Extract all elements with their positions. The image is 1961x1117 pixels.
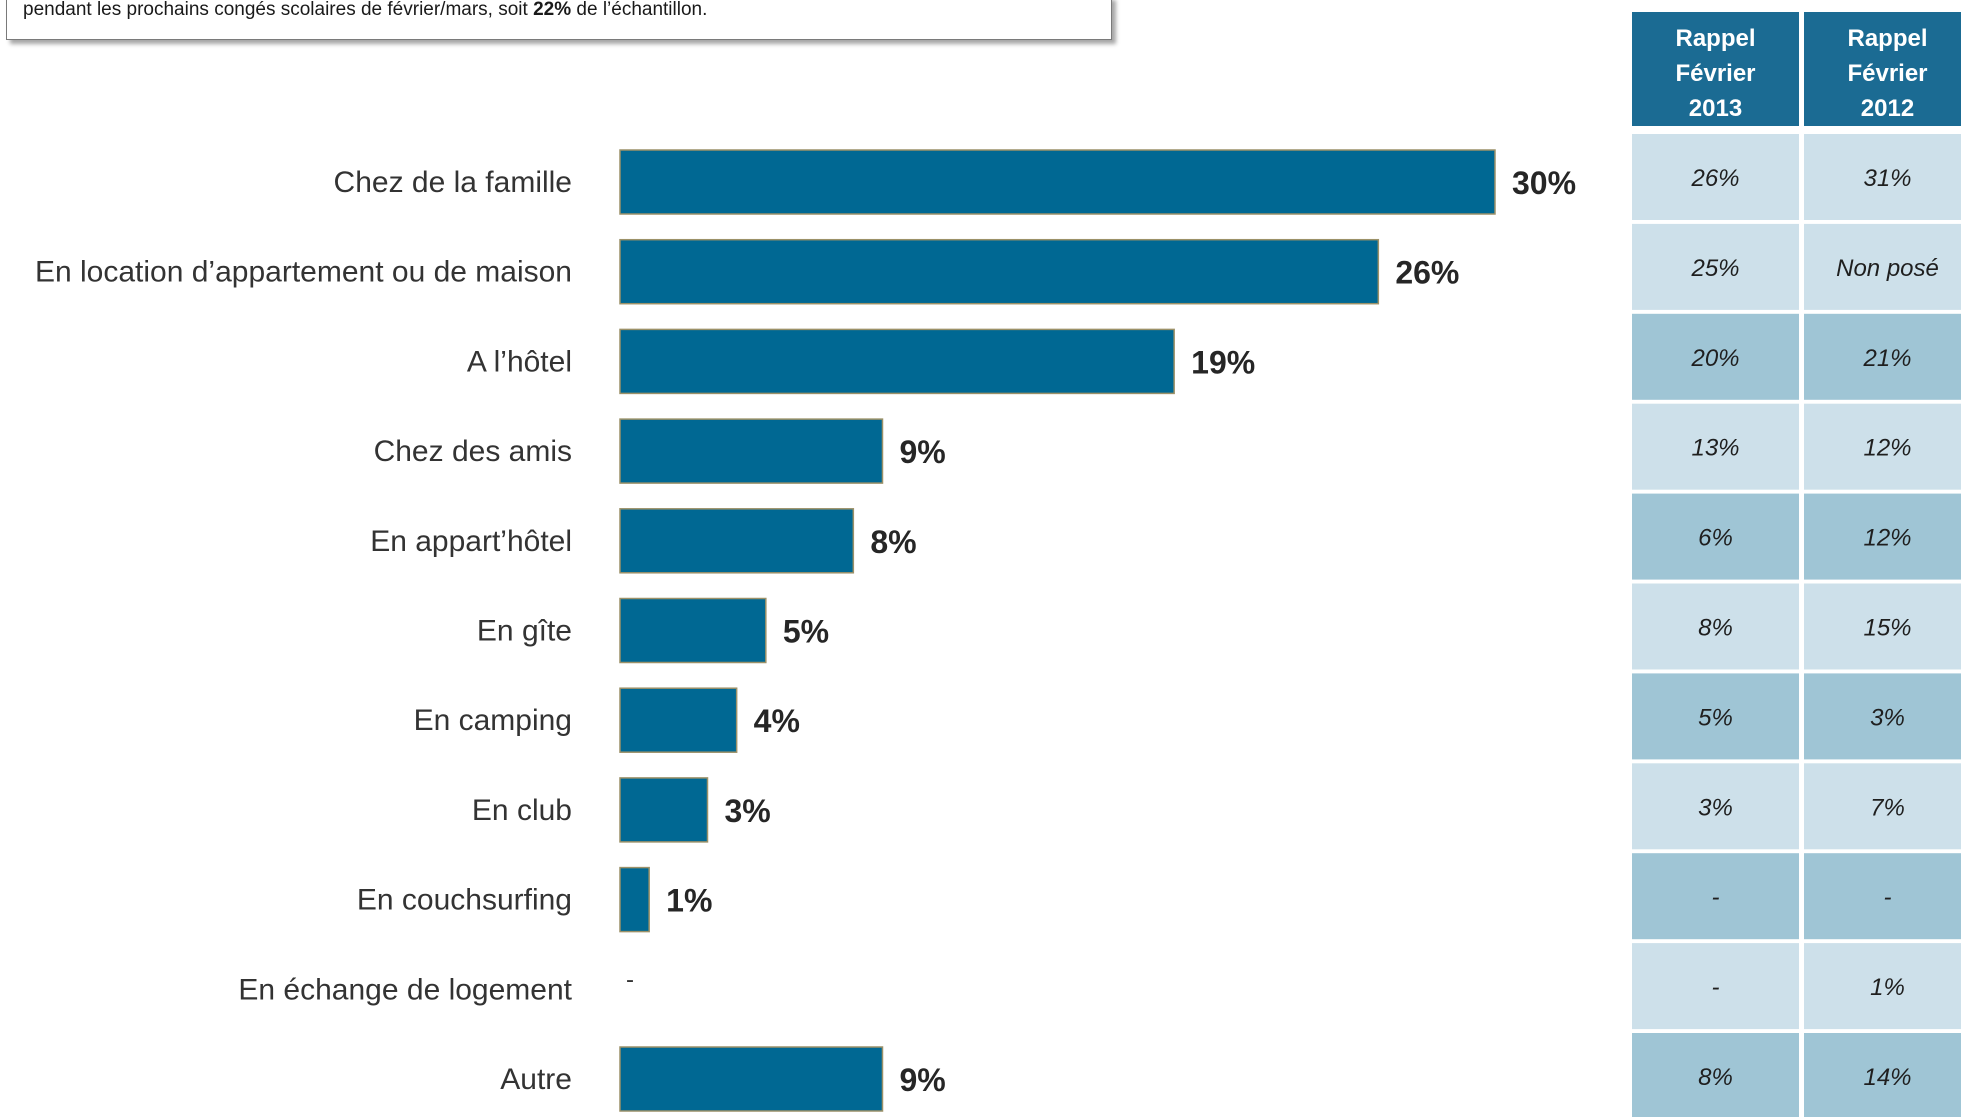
bar [619, 149, 1496, 215]
table-cell [1804, 1033, 1961, 1117]
table-cell-value: - [1712, 884, 1720, 911]
bars-layer: Chez de la famille 30% En location d’appar… [35, 149, 1576, 1112]
table-cell-value: - [1712, 974, 1720, 1001]
value-label: 19% [1191, 344, 1255, 380]
value-label: - [626, 966, 634, 993]
table-cell [1632, 403, 1799, 490]
value-label: 26% [1395, 255, 1459, 291]
category-label: Chez de la famille [334, 166, 572, 199]
table-cell-value: 3% [1870, 704, 1905, 731]
table-header-text: Rappel [1675, 25, 1755, 52]
table-cell-value: Non posé [1836, 255, 1939, 282]
table-cell [1804, 403, 1961, 490]
category-label: En gîte [477, 615, 572, 648]
table-cell-value: 1% [1870, 974, 1905, 1001]
table-cell-value: 12% [1863, 435, 1911, 462]
category-label: En appart’hôtel [370, 525, 572, 558]
table-cell [1632, 1033, 1799, 1117]
table-cell-value: 20% [1690, 345, 1739, 372]
value-label: 9% [900, 1062, 946, 1098]
table-cell-value: 7% [1870, 794, 1905, 821]
table-header-text: Février [1675, 60, 1755, 87]
category-label: Autre [500, 1063, 572, 1096]
category-label: En échange de logement [238, 973, 572, 1006]
note-text: pendant les prochains congés scolaires d… [23, 0, 534, 20]
category-label: En location d’appartement ou de maison [35, 256, 572, 289]
bar [619, 1046, 884, 1112]
table-cell [1632, 223, 1799, 310]
table-header-cell [1804, 12, 1961, 126]
category-label: En camping [414, 704, 572, 737]
bar [619, 597, 767, 664]
table-cell-value: 14% [1863, 1064, 1911, 1091]
table-cell [1632, 943, 1799, 1030]
table-header-text: 2012 [1861, 95, 1914, 122]
value-label: 3% [725, 793, 771, 829]
value-label: 4% [754, 703, 800, 739]
table-cell [1632, 853, 1799, 940]
bar [619, 328, 1175, 395]
value-label: 8% [870, 524, 916, 560]
value-label: 9% [900, 434, 946, 470]
value-label: 5% [783, 614, 829, 650]
table-cell [1632, 134, 1799, 220]
table-cell [1632, 493, 1799, 580]
category-label: A l’hôtel [467, 345, 572, 378]
table-cell-value: 3% [1698, 794, 1733, 821]
table-cell-value: 31% [1863, 165, 1911, 192]
table-cell [1804, 313, 1961, 400]
table-cell-value: 6% [1698, 525, 1733, 552]
table-cell [1632, 583, 1799, 670]
table-cell-value: 13% [1691, 435, 1739, 462]
bar [619, 508, 855, 574]
table-cell [1804, 493, 1961, 580]
note-box: pendant les prochains congés scolaires d… [6, 0, 1112, 40]
value-label: 30% [1512, 165, 1576, 201]
table-cell-value: 15% [1863, 615, 1911, 642]
note-highlight: 22% [533, 0, 572, 20]
category-label: Chez des amis [374, 435, 572, 468]
table-header-text: 2013 [1689, 95, 1742, 122]
table-cell [1804, 763, 1961, 850]
table-cell-value: 21% [1862, 345, 1911, 372]
bar [619, 777, 709, 843]
note-text-end: de l’échantillon. [571, 0, 708, 20]
comparison-table: Rappel Février 2013 Rappel Février 2012 26% 31%… [1632, 12, 1961, 1117]
table-cell-value: 8% [1698, 1064, 1733, 1091]
table-cell [1804, 583, 1961, 670]
table-cell-value: 25% [1690, 255, 1739, 282]
table-cell [1632, 313, 1799, 400]
table-cell [1804, 943, 1961, 1030]
table-cell-value: 12% [1863, 525, 1911, 552]
table-cell-value: 5% [1698, 704, 1733, 731]
table-cell-value: - [1884, 884, 1892, 911]
category-label: En couchsurfing [357, 884, 572, 917]
table-cell [1804, 134, 1961, 220]
bar [619, 687, 738, 753]
bar [619, 866, 650, 933]
table-header-text: Février [1847, 60, 1927, 87]
table-cell [1632, 763, 1799, 850]
category-label: En club [472, 794, 572, 827]
bar [619, 238, 1380, 305]
table-cell [1804, 853, 1961, 940]
table-cell-value: 26% [1690, 165, 1739, 192]
bar [619, 418, 884, 484]
table-cell [1804, 673, 1961, 760]
value-label: 1% [666, 883, 712, 919]
table-header-text: Rappel [1847, 25, 1927, 52]
table-header-cell [1632, 12, 1799, 126]
table-cell-value: 8% [1698, 615, 1733, 642]
table-cell [1804, 223, 1961, 310]
table-cell [1632, 673, 1799, 760]
